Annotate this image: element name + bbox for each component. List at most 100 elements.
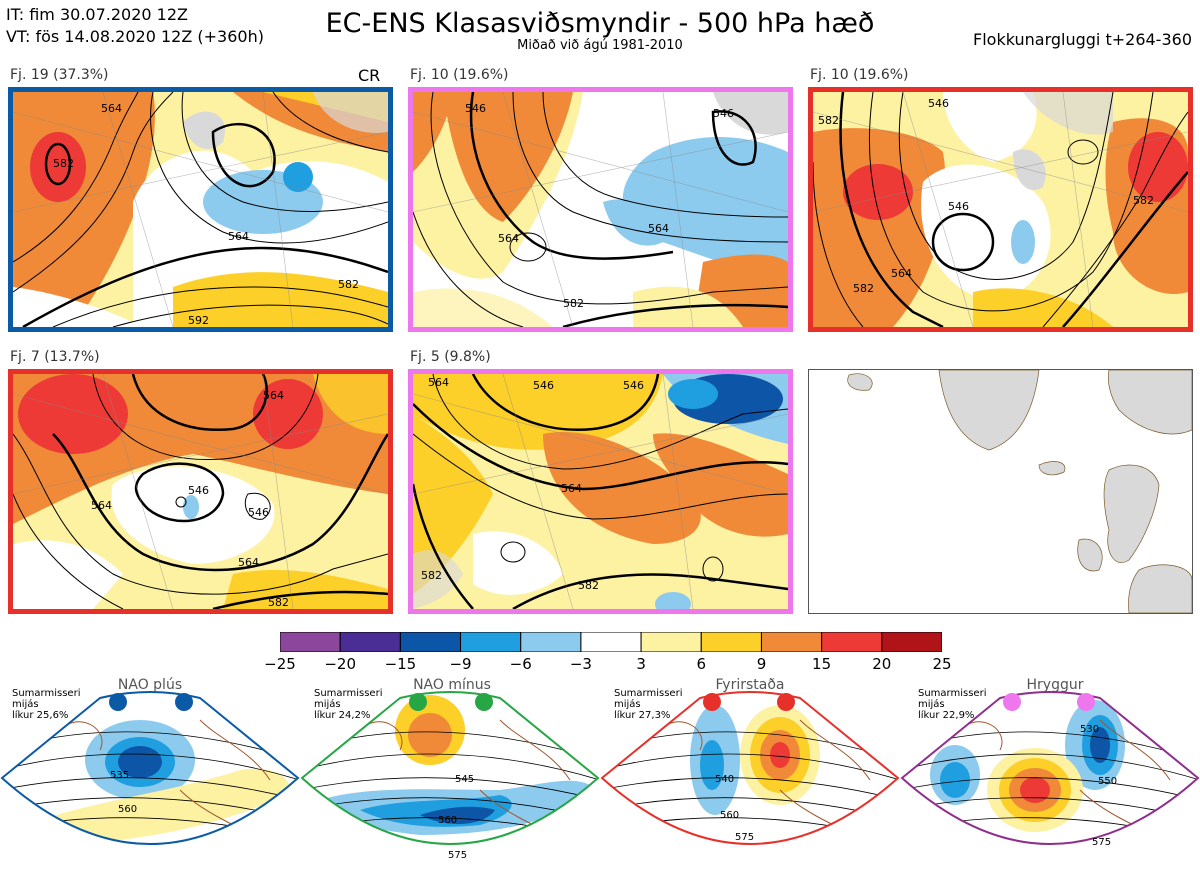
season-label: Sumarmisseri	[314, 688, 383, 699]
colorbar-swatch	[821, 631, 883, 653]
contour-label: 582	[338, 278, 359, 291]
colorbar-swatch	[520, 631, 582, 653]
colorbar-tick-label: −20	[324, 655, 357, 673]
contour-label: 546	[465, 102, 486, 115]
panel-1-tag: CR	[358, 66, 381, 85]
contour-label: 546	[533, 379, 554, 392]
contour-label: 575	[735, 832, 754, 843]
contour-label: 564	[428, 376, 449, 389]
contour-label: 560	[118, 804, 137, 815]
classification-window: Flokkunargluggi t+264-360	[973, 30, 1192, 49]
panel-5-label: Fj. 5 (9.8%)	[410, 349, 491, 365]
panel-4-label: Fj. 7 (13.7%)	[10, 349, 100, 365]
panel-3-label: Fj. 10 (19.6%)	[810, 67, 909, 83]
regime-dot	[777, 693, 795, 711]
colorbar-swatch	[700, 631, 762, 653]
season-label: Sumarmisseri	[614, 688, 683, 699]
colorbar-tick-label: 15	[812, 655, 832, 673]
colorbar-swatches	[279, 631, 943, 653]
season-label: Sumarmisseri	[12, 688, 81, 699]
valid-time: VT: fös 14.08.2020 12Z (+360h)	[6, 27, 264, 46]
contour-label: 564	[498, 232, 519, 245]
regime-dot	[703, 693, 721, 711]
regime-dot	[175, 693, 193, 711]
contour-label: 564	[263, 389, 284, 402]
contour-label: 582	[818, 114, 839, 127]
initial-time: IT: fim 30.07.2020 12Z	[6, 5, 188, 24]
page-subtitle: Miðað við ágú 1981-2010	[517, 38, 683, 53]
contour-label: 540	[715, 774, 734, 785]
contour-label: 564	[891, 267, 912, 280]
colorbar-swatch	[640, 631, 702, 653]
page-title: EC-ENS Klasasviðsmyndir - 500 hPa hæð	[325, 8, 875, 39]
contour-label: 560	[720, 810, 739, 821]
contour-label: 582	[421, 569, 442, 582]
cluster-map-5: 564 546 546 564 582 582	[408, 369, 793, 614]
contour-label: 582	[1133, 194, 1154, 207]
colorbar-swatch	[399, 631, 462, 653]
contour-label: 546	[188, 484, 209, 497]
contour-label: 582	[268, 596, 289, 609]
contour-label: 546	[713, 107, 734, 120]
colorbar-swatch	[279, 631, 341, 653]
contour-label: 564	[101, 102, 122, 115]
colorbar	[279, 631, 943, 653]
regime-4-stats: Sumarmisseri mijás líkur 22,9%	[918, 688, 986, 721]
contour-label: 546	[948, 200, 969, 213]
colorbar-tick-label: 25	[932, 655, 952, 673]
contour-label: 564	[561, 482, 582, 495]
regime-map-ridge: 530 550 575	[900, 690, 1200, 870]
cluster-map-2: 546 546 564 564 582	[408, 87, 793, 332]
regime-dot	[109, 693, 127, 711]
contour-label: 582	[53, 157, 74, 170]
colorbar-swatch	[580, 631, 642, 653]
regime-map-nao-plus: 535 560	[0, 690, 300, 870]
regime-3-title: Fyrirstaða	[715, 677, 785, 693]
regime-3-stats: Sumarmisseri mijás líkur 27,3%	[614, 688, 682, 721]
contour-label: 546	[623, 379, 644, 392]
contour-label: 546	[928, 97, 949, 110]
colorbar-tick-label: −9	[449, 655, 472, 673]
regime-map-nao-minus: 545 560 575	[300, 690, 600, 870]
colorbar-swatch	[760, 631, 823, 653]
colorbar-tick-label: 6	[696, 655, 707, 673]
probability: líkur 25,6%	[12, 710, 69, 721]
contour-label: 582	[563, 297, 584, 310]
contour-label: 575	[448, 850, 467, 861]
regime-2-stats: Sumarmisseri mijás líkur 24,2%	[314, 688, 382, 721]
contour-label: 550	[1098, 776, 1117, 787]
cluster-map-4: 564 546 546 564 564 582	[8, 369, 393, 614]
colorbar-tick-label: 3	[636, 655, 646, 673]
contour-label: 545	[455, 774, 474, 785]
regime-dot	[475, 693, 493, 711]
contour-label: 575	[1092, 837, 1111, 848]
contour-label: 560	[438, 815, 457, 826]
colorbar-swatch	[460, 631, 522, 653]
regime-1-stats: Sumarmisseri mijás líkur 25,6%	[12, 688, 80, 721]
regime-dot	[1077, 693, 1095, 711]
probability: líkur 27,3%	[614, 710, 671, 721]
season-sub: mijás	[614, 699, 641, 710]
season-sub: mijás	[918, 699, 945, 710]
regime-map-blocking: 540 560 575	[600, 690, 900, 870]
colorbar-tick-label: −6	[509, 655, 532, 673]
regime-dot	[1003, 693, 1021, 711]
contour-label: 530	[1080, 724, 1099, 735]
colorbar-tick-label: −3	[569, 655, 592, 673]
colorbar-tick-label: −15	[384, 655, 417, 673]
contour-label: 564	[648, 222, 669, 235]
contour-label: 564	[91, 499, 112, 512]
cluster-map-3: 546 546 582 564 582 582	[808, 87, 1193, 332]
probability: líkur 24,2%	[314, 710, 371, 721]
colorbar-swatch	[339, 631, 401, 653]
probability: líkur 22,9%	[918, 710, 975, 721]
colorbar-ticks: −25 −20 −15 −9 −6 −3 3 6 9 15 20 25	[260, 655, 962, 675]
colorbar-tick-label: 9	[756, 655, 767, 673]
regime-1-title: NAO plús	[117, 677, 183, 693]
panel-2-label: Fj. 10 (19.6%)	[410, 67, 509, 83]
season-sub: mijás	[314, 699, 341, 710]
colorbar-tick-label: −25	[264, 655, 296, 673]
colorbar-tick-label: 20	[872, 655, 892, 673]
contour-label: 564	[238, 556, 259, 569]
contour-label: 535	[110, 770, 129, 781]
